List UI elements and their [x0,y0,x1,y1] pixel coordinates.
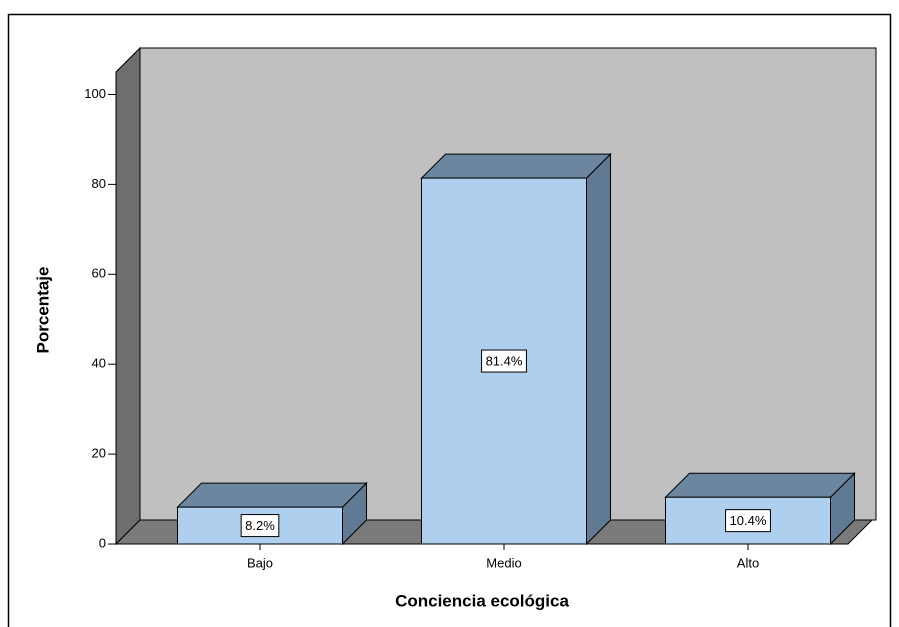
x-axis-title: Conciencia ecológica [395,591,569,610]
bar-top [176,482,368,508]
y-axis-title: Porcentaje [33,267,52,354]
value-label: 81.4% [486,353,523,368]
y-tick-label: 40 [92,356,106,371]
y-tick-label: 80 [92,176,106,191]
bar-top [664,472,856,498]
bar-side [586,152,611,546]
value-label-box [240,514,280,538]
value-label-box [725,509,771,533]
side-wall [115,46,141,546]
x-tick-label: Alto [737,555,759,570]
value-label: 10.4% [730,513,767,528]
y-tick-label: 0 [99,535,106,550]
value-label: 8.2% [245,518,275,533]
bar-top [420,153,612,179]
y-tick-label: 60 [92,266,106,281]
x-tick-label: Bajo [247,555,273,570]
y-tick-label: 20 [92,446,106,461]
x-tick-label: Medio [486,555,521,570]
y-tick-label: 100 [84,86,106,101]
value-label-box [481,349,527,373]
